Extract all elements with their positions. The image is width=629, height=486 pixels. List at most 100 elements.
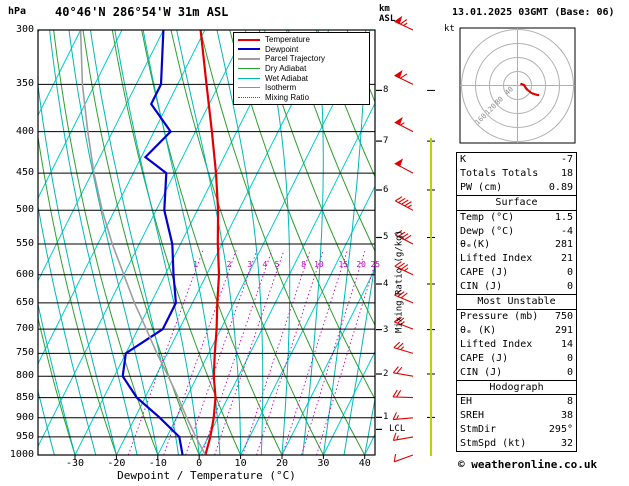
table-row: PW (cm) 0.89 <box>457 181 577 195</box>
table-key: StmDir <box>460 424 497 436</box>
temp-tick-label: -10 <box>148 458 167 469</box>
table-row: θₑ(K) 281 <box>457 238 577 252</box>
copyright: © weatheronline.co.uk <box>458 458 598 471</box>
station-title: 40°46'N 286°54'W 31m ASL <box>55 5 229 19</box>
legend-item-dry-adiabat: Dry Adiabat <box>238 64 365 74</box>
indices-table: K -7 Totals Totals 18 PW (cm) 0.89 Surface Temp… <box>456 152 577 453</box>
table-key: StmSpd (kt) <box>460 438 527 450</box>
table-key: CAPE (J) <box>460 267 509 279</box>
table-row: EH 8 <box>457 395 577 409</box>
pressure-tick-label: 750 <box>15 347 34 359</box>
table-key: Lifted Index <box>460 253 533 265</box>
table-value: 0 <box>566 366 573 378</box>
table-row: CAPE (J) 0 <box>457 266 577 280</box>
km-tick-label: 3 <box>383 324 389 335</box>
table-value: 750 <box>554 310 573 322</box>
table-key: Dewp (°C) <box>460 225 515 237</box>
table-value: 291 <box>554 324 573 336</box>
legend-label: Temperature <box>265 35 310 45</box>
table-row: K -7 <box>457 153 577 167</box>
legend-label: Dry Adiabat <box>265 64 307 74</box>
legend: Temperature Dewpoint Parcel Trajectory Dry … <box>233 32 370 106</box>
lcl-label: LCL <box>389 424 406 435</box>
table-row: Pressure (mb) 750 <box>457 309 577 323</box>
hodograph-unit: kt <box>444 24 455 34</box>
pressure-tick-label: 700 <box>15 323 34 335</box>
mixing-ratio-value: 2 <box>226 260 232 269</box>
legend-line-temperature <box>238 38 260 41</box>
table-row: StmSpd (kt) 32 <box>457 437 577 451</box>
pressure-tick-label: 800 <box>15 370 34 382</box>
pressure-tick-label: 300 <box>15 24 34 35</box>
table-value: 0 <box>566 281 573 293</box>
table-key: Totals Totals <box>460 167 539 179</box>
mixing-ratio-value: 4 <box>262 260 268 269</box>
svg-text:80: 80 <box>493 95 505 107</box>
section-title-text: Surface <box>456 194 577 211</box>
table-section-title: Hodograph <box>456 379 577 396</box>
pressure-tick-label: 350 <box>15 78 34 90</box>
temp-tick-label: -20 <box>107 458 126 469</box>
legend-line-isotherm <box>238 87 260 89</box>
legend-item-temperature: Temperature <box>238 35 365 45</box>
pressure-tick-label: 650 <box>15 296 34 308</box>
mixing-ratio-value: 3 <box>247 260 253 269</box>
pressure-tick-label: 1000 <box>9 449 34 460</box>
pressure-tick-label: 400 <box>15 125 34 137</box>
legend-line-mixing-ratio <box>238 96 260 98</box>
legend-label: Parcel Trajectory <box>265 54 326 64</box>
temp-tick-label: 0 <box>196 458 203 469</box>
legend-line-parcel-trajectory <box>238 57 260 60</box>
km-tick-label: 4 <box>383 278 389 289</box>
table-value: 0 <box>566 352 573 364</box>
table-value: 21 <box>560 253 573 265</box>
table-key: CIN (J) <box>460 281 503 293</box>
table-value: 38 <box>560 410 573 422</box>
legend-item-parcel-trajectory: Parcel Trajectory <box>238 54 365 64</box>
legend-item-mixing-ratio: Mixing Ratio <box>238 93 365 103</box>
km-tick-label: 5 <box>383 232 389 243</box>
table-key: CAPE (J) <box>460 352 509 364</box>
pressure-tick-label: 950 <box>15 430 34 442</box>
table-key: CIN (J) <box>460 366 503 378</box>
table-row: Lifted Index 21 <box>457 252 577 266</box>
km-tick-label: 8 <box>383 85 389 96</box>
table-key: Lifted Index <box>460 338 533 350</box>
table-key: θₑ(K) <box>460 239 491 251</box>
table-row: Totals Totals 18 <box>457 167 577 181</box>
table-row: CAPE (J) 0 <box>457 352 577 366</box>
legend-line-wet-adiabat <box>238 77 260 79</box>
table-value: -4 <box>560 225 573 237</box>
pressure-tick-label: 850 <box>15 391 34 403</box>
table-key: EH <box>460 396 473 408</box>
pressure-axis-unit: hPa <box>8 6 27 17</box>
altitude-axis-unit: km ASL <box>379 4 396 24</box>
legend-label: Mixing Ratio <box>265 92 310 102</box>
km-tick-label: 7 <box>383 136 389 147</box>
run-datetime: 13.01.2025 03GMT (Base: 06) <box>452 7 615 18</box>
table-value: -7 <box>560 154 573 165</box>
mixing-ratio-value: 15 <box>338 260 349 269</box>
temp-tick-label: -30 <box>66 458 85 469</box>
svg-text:40: 40 <box>503 85 515 97</box>
section-title-text: Hodograph <box>456 379 577 396</box>
table-key: K <box>460 154 467 165</box>
table-row: SREH 38 <box>457 409 577 423</box>
table-key: Temp (°C) <box>460 211 515 223</box>
legend-line-dewpoint <box>238 48 260 51</box>
km-tick-label: 2 <box>383 369 389 380</box>
mixing-ratio-axis-title: Mixing Ratio (g/kg) <box>394 230 405 333</box>
legend-line-dry-adiabat <box>238 68 260 70</box>
legend-label: Dewpoint <box>265 44 299 54</box>
table-section-title: Most Unstable <box>456 294 577 310</box>
table-value: 281 <box>554 239 573 251</box>
table-row: StmDir 295° <box>457 423 577 437</box>
table-row: θₑ (K) 291 <box>457 324 577 338</box>
legend-item-wet-adiabat: Wet Adiabat <box>238 73 365 83</box>
mixing-ratio-value: 1 <box>193 260 198 269</box>
mixing-ratio-value: 5 <box>274 260 280 269</box>
temp-tick-label: 40 <box>358 458 371 469</box>
pressure-tick-label: 500 <box>15 204 34 216</box>
